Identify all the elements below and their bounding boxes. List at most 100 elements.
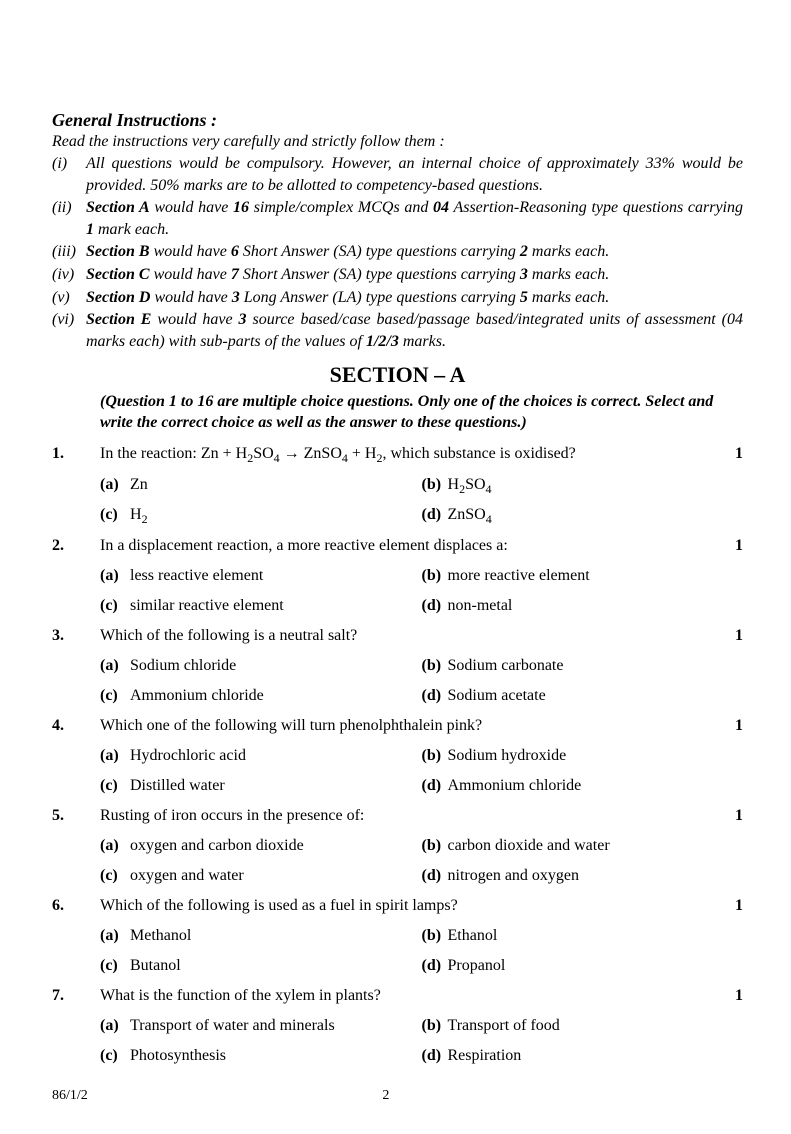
option-text: Sodium chloride [130, 651, 422, 681]
option: (d)Respiration [422, 1041, 744, 1071]
option: (a)Zn [100, 470, 422, 500]
section-note: (Question 1 to 16 are multiple choice qu… [100, 392, 733, 434]
option: (a)Hydrochloric acid [100, 741, 422, 771]
question-number: 3. [52, 622, 100, 651]
question-text: Which of the following is used as a fuel… [100, 892, 723, 921]
general-instructions-title: General Instructions : [52, 110, 743, 131]
option-text: H2 [130, 500, 422, 530]
option-label: (d) [422, 681, 448, 711]
question-number: 4. [52, 712, 100, 741]
option-label: (c) [100, 1041, 130, 1071]
option-label: (b) [422, 921, 448, 951]
instruction-item: (ii)Section A would have 16 simple/compl… [52, 197, 743, 240]
option-text: Transport of water and minerals [130, 1011, 422, 1041]
option-text: Ammonium chloride [130, 681, 422, 711]
instruction-text: Section B would have 6 Short Answer (SA)… [86, 241, 743, 263]
option-label: (d) [422, 500, 448, 530]
option-text: carbon dioxide and water [448, 831, 744, 861]
instruction-item: (iv)Section C would have 7 Short Answer … [52, 264, 743, 286]
option-text: less reactive element [130, 561, 422, 591]
option-list: (a)Hydrochloric acid(b)Sodium hydroxide(… [100, 741, 743, 800]
option: (c)oxygen and water [100, 861, 422, 891]
question-text: In a displacement reaction, a more react… [100, 532, 723, 561]
instruction-item: (i)All questions would be compulsory. Ho… [52, 153, 743, 196]
option-text: Respiration [448, 1041, 744, 1071]
question-marks: 1 [723, 892, 743, 921]
option-list: (a)oxygen and carbon dioxide(b)carbon di… [100, 831, 743, 890]
question-text: In the reaction: Zn + H2SO4 → ZnSO4 + H2… [100, 440, 723, 470]
option: (a)Methanol [100, 921, 422, 951]
option-label: (a) [100, 831, 130, 861]
option-label: (d) [422, 1041, 448, 1071]
option: (b)more reactive element [422, 561, 744, 591]
instruction-number: (v) [52, 287, 86, 309]
option-text: more reactive element [448, 561, 744, 591]
option-text: oxygen and water [130, 861, 422, 891]
option: (d)Propanol [422, 951, 744, 981]
option-text: Distilled water [130, 771, 422, 801]
instruction-item: (iii)Section B would have 6 Short Answer… [52, 241, 743, 263]
option-label: (c) [100, 591, 130, 621]
question-text: What is the function of the xylem in pla… [100, 982, 723, 1011]
option-text: Sodium acetate [448, 681, 744, 711]
option-label: (b) [422, 470, 448, 500]
option-list: (a)Transport of water and minerals(b)Tra… [100, 1011, 743, 1070]
option-label: (c) [100, 951, 130, 981]
question-marks: 1 [723, 532, 743, 561]
option-text: Methanol [130, 921, 422, 951]
instruction-text: Section D would have 3 Long Answer (LA) … [86, 287, 743, 309]
option-label: (a) [100, 741, 130, 771]
option: (d)nitrogen and oxygen [422, 861, 744, 891]
instruction-number: (vi) [52, 309, 86, 352]
option-label: (c) [100, 861, 130, 891]
page-footer: 86/1/2 2 [52, 1088, 743, 1104]
instruction-text: Section C would have 7 Short Answer (SA)… [86, 264, 743, 286]
option: (c)Photosynthesis [100, 1041, 422, 1071]
question: 4.Which one of the following will turn p… [52, 712, 743, 800]
footer-page-number: 2 [232, 1088, 562, 1104]
option: (c)Ammonium chloride [100, 681, 422, 711]
option-text: Sodium carbonate [448, 651, 744, 681]
option-label: (c) [100, 681, 130, 711]
option-text: Transport of food [448, 1011, 744, 1041]
option-text: Ethanol [448, 921, 744, 951]
option: (c)Butanol [100, 951, 422, 981]
instruction-number: (iii) [52, 241, 86, 263]
option-text: H2SO4 [448, 470, 744, 500]
question: 5.Rusting of iron occurs in the presence… [52, 802, 743, 890]
instruction-number: (i) [52, 153, 86, 196]
option-label: (a) [100, 561, 130, 591]
option: (c)Distilled water [100, 771, 422, 801]
option: (d)Sodium acetate [422, 681, 744, 711]
question: 7.What is the function of the xylem in p… [52, 982, 743, 1070]
option-text: Butanol [130, 951, 422, 981]
option-label: (b) [422, 741, 448, 771]
option-list: (a)Zn(b)H2SO4(c)H2(d)ZnSO4 [100, 470, 743, 531]
option: (b)H2SO4 [422, 470, 744, 500]
option-label: (c) [100, 500, 130, 530]
question: 2.In a displacement reaction, a more rea… [52, 532, 743, 620]
option-label: (a) [100, 470, 130, 500]
option: (b)carbon dioxide and water [422, 831, 744, 861]
option-label: (b) [422, 561, 448, 591]
option-text: oxygen and carbon dioxide [130, 831, 422, 861]
instruction-item: (vi)Section E would have 3 source based/… [52, 309, 743, 352]
option: (b)Ethanol [422, 921, 744, 951]
option-label: (a) [100, 651, 130, 681]
section-header: SECTION – A [52, 362, 743, 388]
question-text: Which one of the following will turn phe… [100, 712, 723, 741]
instruction-number: (iv) [52, 264, 86, 286]
instruction-text: All questions would be compulsory. Howev… [86, 153, 743, 196]
option-label: (b) [422, 1011, 448, 1041]
question-marks: 1 [723, 982, 743, 1011]
option-label: (b) [422, 651, 448, 681]
question-list: 1.In the reaction: Zn + H2SO4 → ZnSO4 + … [52, 440, 743, 1070]
question-marks: 1 [723, 622, 743, 651]
question-marks: 1 [723, 712, 743, 741]
instruction-item: (v)Section D would have 3 Long Answer (L… [52, 287, 743, 309]
option: (b)Transport of food [422, 1011, 744, 1041]
option: (a)oxygen and carbon dioxide [100, 831, 422, 861]
option-label: (b) [422, 831, 448, 861]
instruction-text: Section A would have 16 simple/complex M… [86, 197, 743, 240]
option: (d)non-metal [422, 591, 744, 621]
